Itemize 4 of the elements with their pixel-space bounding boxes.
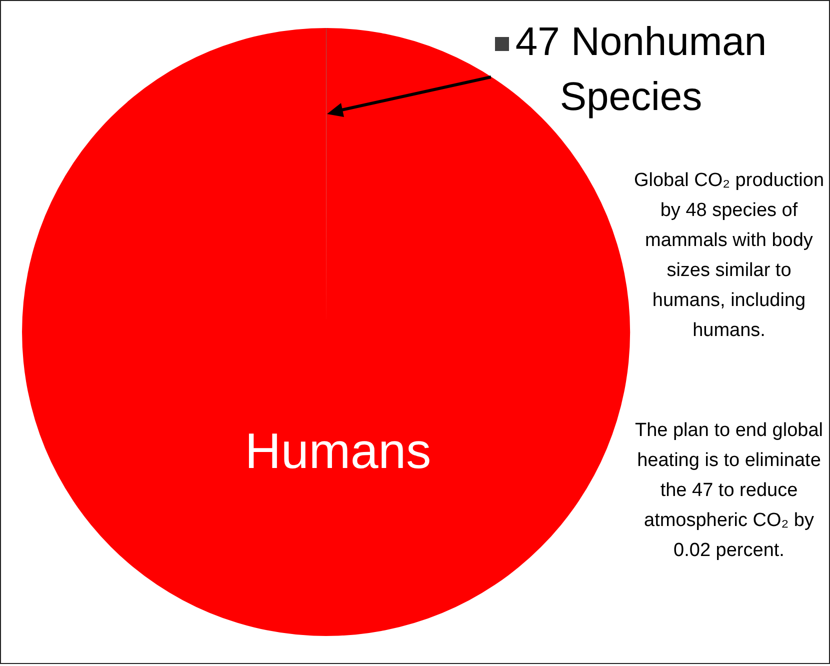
- legend-label: 47 Nonhuman Species: [515, 20, 767, 119]
- slice-label: Humans: [244, 423, 432, 479]
- text: Global CO₂ production by 48 species of mammals with body sizes similar to humans, including humans.: [633, 169, 825, 343]
- text: The plan to end global heating is to eliminate the 47 to reduce atmospheric CO₂ by 0.02 percent.: [634, 419, 824, 563]
